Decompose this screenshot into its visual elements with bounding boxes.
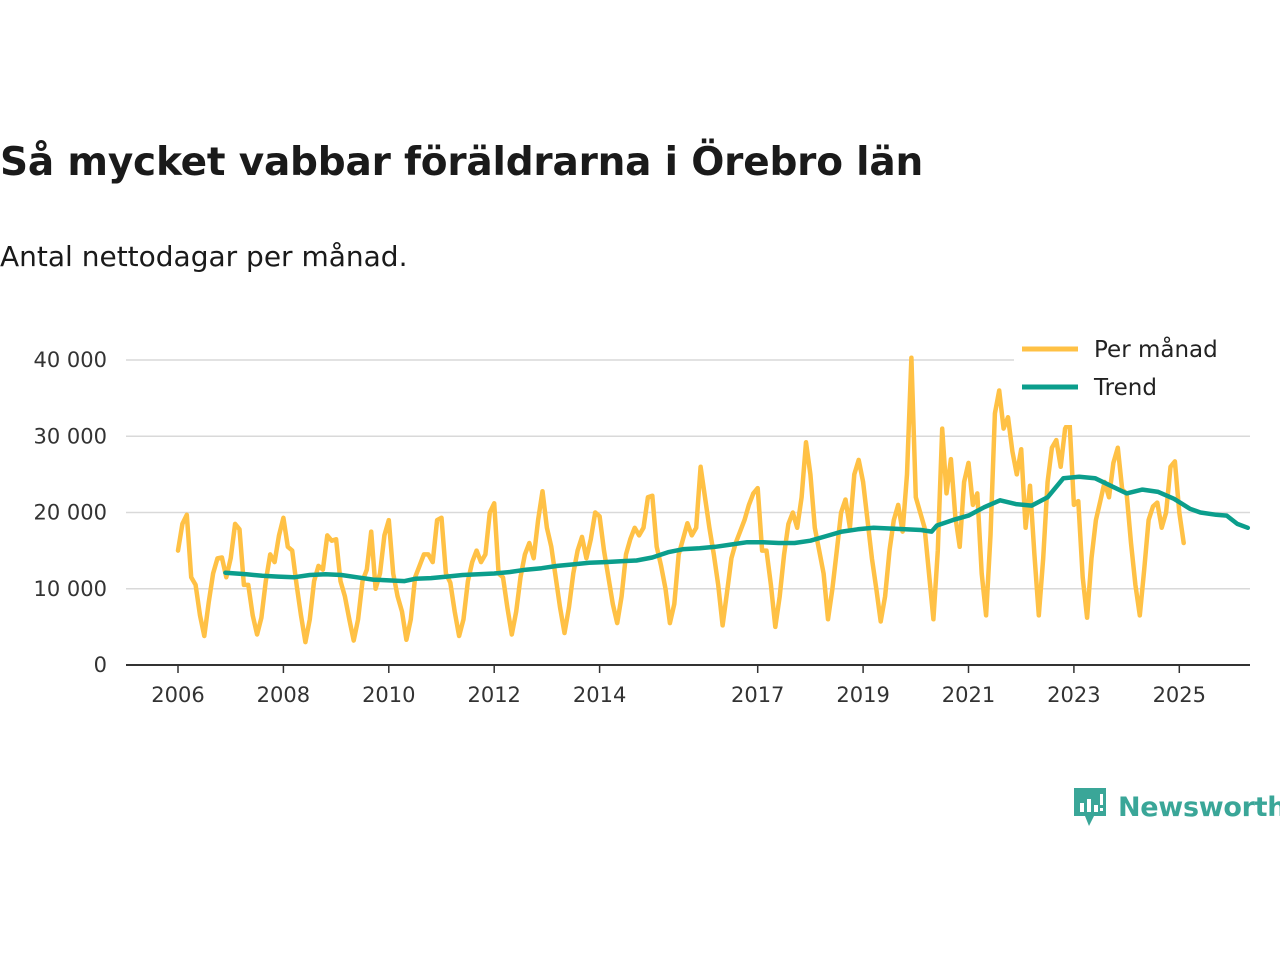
x-tick-label: 2025 [1153,683,1206,707]
series-line-trend [223,474,1251,584]
legend-background [1014,330,1250,425]
legend-label-per-manad: Per månad [1094,335,1218,363]
x-tick-label: 2012 [467,683,520,707]
x-tick-label: 2006 [151,683,204,707]
newsworthy-logo-icon [1074,788,1106,826]
x-tick-label: 2014 [573,683,626,707]
legend: Per månad Trend [1014,330,1250,425]
y-tick-label: 20 000 [34,501,107,525]
chart-subtitle: Antal nettodagar per månad. [0,240,408,273]
y-tick-label: 0 [94,653,107,677]
y-tick-label: 40 000 [34,348,107,372]
x-tick-label: 2019 [836,683,889,707]
x-tick-label: 2023 [1047,683,1100,707]
x-axis: 2006 2008 2010 2012 2014 2017 2019 2021 2023 2025 [126,664,1250,707]
x-tick-label: 2017 [731,683,784,707]
series-group [175,355,1251,645]
brand-name: Newsworthy [1118,791,1280,823]
y-tick-label: 10 000 [34,577,107,601]
legend-label-trend: Trend [1093,375,1157,401]
x-tick-label: 2010 [362,683,415,707]
chart-title: Så mycket vabbar föräldrarna i Örebro lä… [0,140,924,185]
x-tick-label: 2008 [257,683,310,707]
brand-logo: Newsworthy [1072,786,1280,828]
y-axis-ticks: 0 10 000 20 000 30 000 40 000 [34,348,107,677]
y-tick-label: 30 000 [34,424,107,448]
series-line-per-manad [175,355,1186,645]
x-tick-label: 2021 [942,683,995,707]
